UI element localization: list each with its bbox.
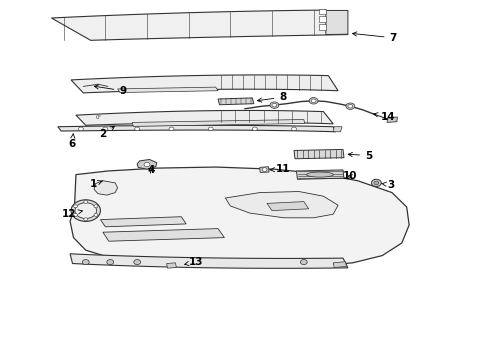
Polygon shape <box>58 125 336 132</box>
Circle shape <box>107 260 114 265</box>
Polygon shape <box>100 217 186 227</box>
Circle shape <box>252 127 257 131</box>
Circle shape <box>84 218 88 221</box>
Circle shape <box>144 162 150 167</box>
Polygon shape <box>94 181 118 195</box>
Polygon shape <box>326 10 348 35</box>
Polygon shape <box>70 254 348 268</box>
Polygon shape <box>333 127 342 132</box>
Polygon shape <box>318 24 326 30</box>
Text: 1: 1 <box>90 179 102 189</box>
Polygon shape <box>167 263 176 268</box>
Text: 6: 6 <box>69 134 76 149</box>
Text: 9: 9 <box>94 85 126 96</box>
Polygon shape <box>118 87 218 93</box>
Polygon shape <box>267 202 309 211</box>
Text: 0°: 0° <box>96 115 102 120</box>
Circle shape <box>94 213 98 216</box>
Polygon shape <box>387 117 397 122</box>
Text: 13: 13 <box>185 257 204 267</box>
Polygon shape <box>103 229 224 241</box>
Text: 11: 11 <box>270 164 290 174</box>
Circle shape <box>311 99 316 103</box>
Circle shape <box>74 205 77 208</box>
Circle shape <box>134 260 141 265</box>
Polygon shape <box>333 262 346 267</box>
Circle shape <box>272 103 277 107</box>
Circle shape <box>346 103 355 109</box>
Text: 7: 7 <box>353 32 397 43</box>
Polygon shape <box>137 159 157 169</box>
Text: 8: 8 <box>257 92 287 102</box>
Polygon shape <box>318 16 326 22</box>
Circle shape <box>71 200 100 221</box>
Ellipse shape <box>307 172 333 177</box>
Circle shape <box>74 213 77 216</box>
Circle shape <box>300 260 307 265</box>
Circle shape <box>82 260 89 265</box>
Circle shape <box>262 168 267 171</box>
Circle shape <box>270 102 279 108</box>
Circle shape <box>75 203 97 219</box>
Circle shape <box>348 104 353 108</box>
Polygon shape <box>318 9 326 14</box>
Polygon shape <box>225 192 338 218</box>
Polygon shape <box>296 170 344 179</box>
Circle shape <box>78 127 83 131</box>
Text: 10: 10 <box>343 171 358 181</box>
Polygon shape <box>294 149 344 159</box>
Text: 14: 14 <box>373 112 396 122</box>
Polygon shape <box>71 75 338 93</box>
Polygon shape <box>70 167 409 267</box>
Circle shape <box>208 127 213 131</box>
Polygon shape <box>260 167 269 172</box>
Text: 5: 5 <box>348 150 372 161</box>
Text: 3: 3 <box>382 180 394 190</box>
Circle shape <box>371 179 381 186</box>
Polygon shape <box>76 111 333 125</box>
Text: 12: 12 <box>61 209 82 219</box>
Circle shape <box>309 98 318 104</box>
Circle shape <box>84 201 88 203</box>
Circle shape <box>169 127 174 131</box>
Circle shape <box>103 127 108 131</box>
Text: 4: 4 <box>147 165 154 175</box>
Polygon shape <box>218 98 254 105</box>
Circle shape <box>135 127 140 131</box>
Circle shape <box>94 205 98 208</box>
Circle shape <box>292 127 296 131</box>
Text: 2: 2 <box>99 126 115 139</box>
Polygon shape <box>51 10 348 40</box>
Polygon shape <box>132 120 305 126</box>
Circle shape <box>374 181 379 185</box>
